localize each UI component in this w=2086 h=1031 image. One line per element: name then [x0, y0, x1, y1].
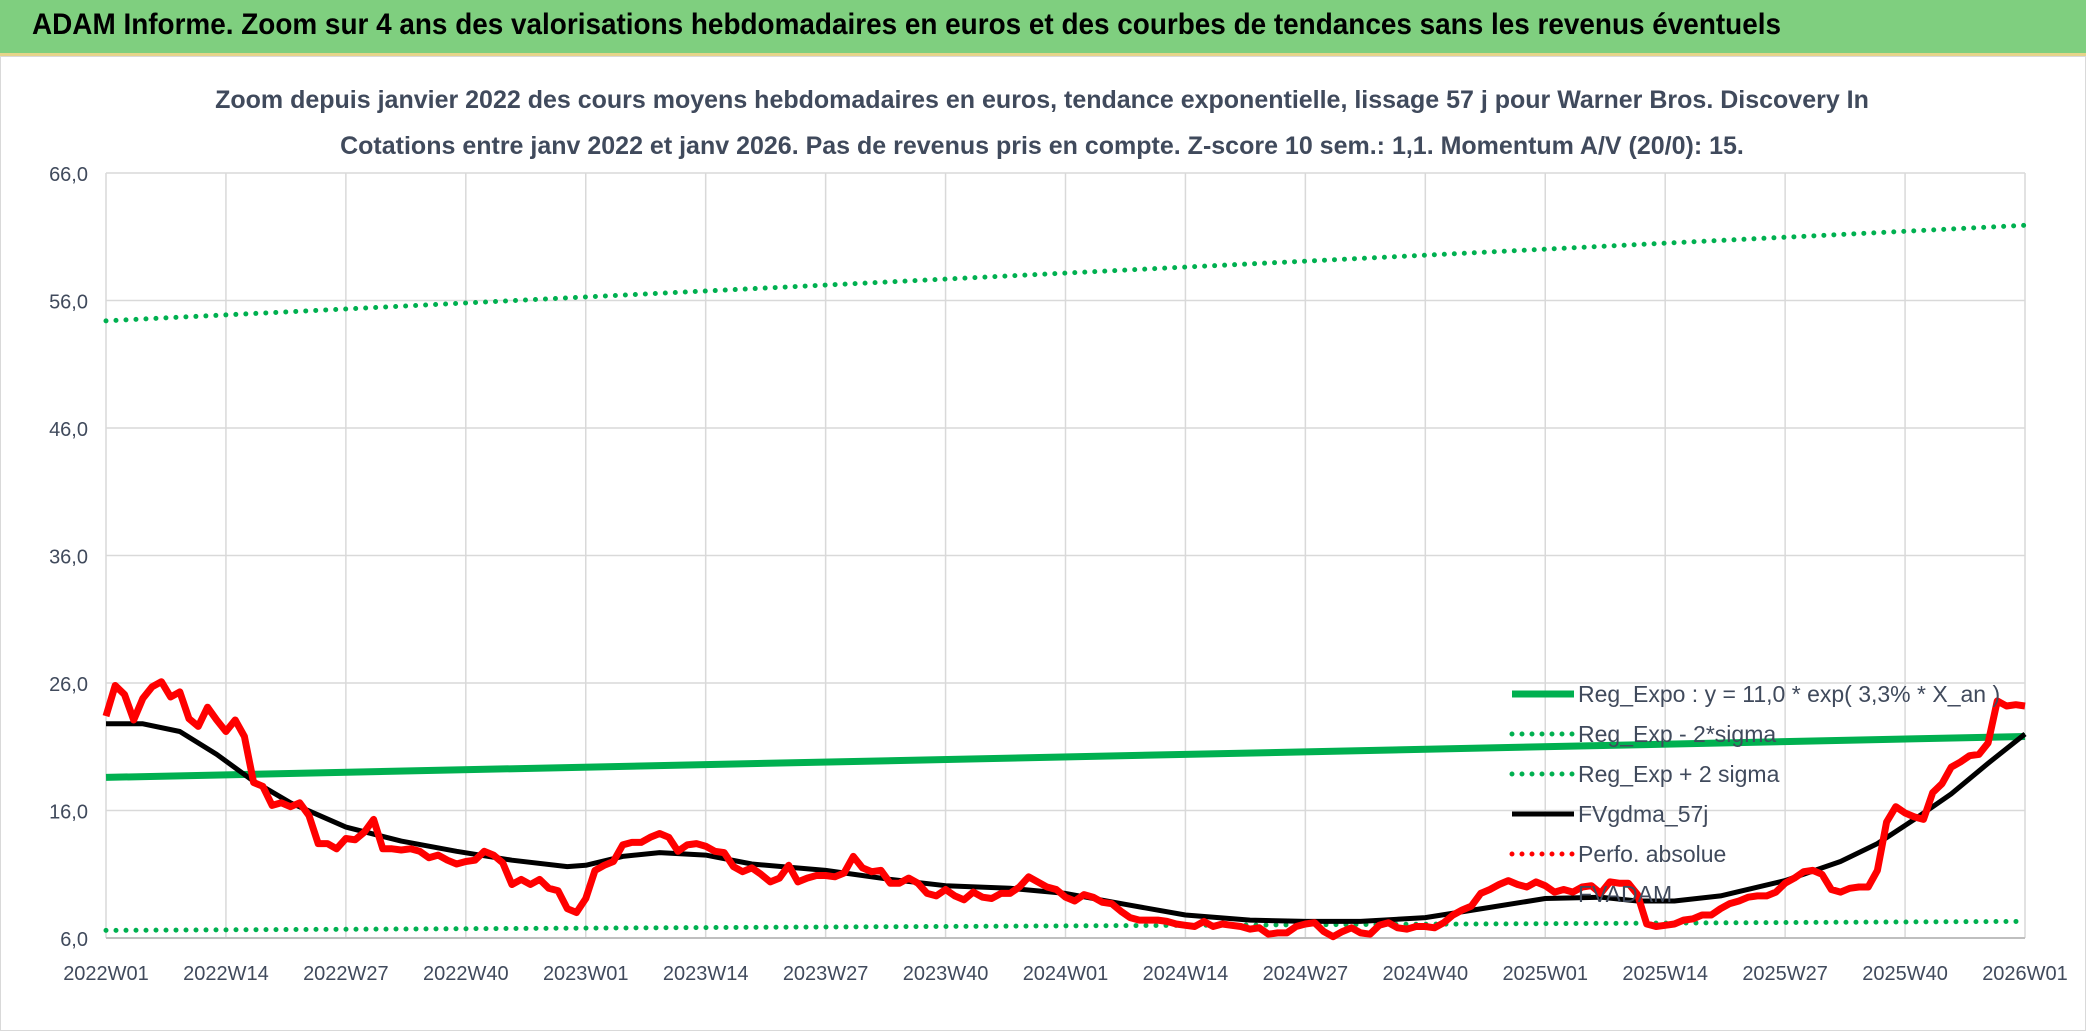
- x-tick-label: 2023W27: [783, 963, 869, 985]
- x-tick-label: 2025W27: [1742, 963, 1828, 985]
- x-tick-label: 2024W14: [1143, 963, 1229, 985]
- x-tick-label: 2022W14: [183, 963, 269, 985]
- series-perfo-absolue: [102, 678, 2026, 941]
- legend-label: Reg_Exp - 2*sigma: [1578, 721, 1776, 747]
- legend-label: FVgdma_57j: [1578, 801, 1708, 827]
- series-reg-expo: [105, 733, 2026, 781]
- legend-label: Reg_Expo : y = 11,0 * exp( 3,3% * X_an ): [1578, 681, 2000, 707]
- y-axis-ticks: 66,0 56,0 46,0 36,0 26,0 16,0 6,0: [49, 164, 88, 951]
- chart-title-line-2: Cotations entre janv 2022 et janv 2026. …: [340, 132, 1744, 160]
- x-tick-label: 2022W27: [303, 963, 389, 985]
- y-tick-label: 56,0: [49, 292, 88, 314]
- x-tick-label: 2024W01: [1023, 963, 1109, 985]
- banner: ADAM Informe. Zoom sur 4 ans des valoris…: [0, 0, 2086, 56]
- series-layer: [102, 222, 2028, 941]
- chart-title-line-1: Zoom depuis janvier 2022 des cours moyen…: [215, 86, 1869, 114]
- y-tick-label: 26,0: [49, 674, 88, 696]
- series-reg-exp-2-sigma: [103, 918, 2028, 933]
- x-tick-label: 2023W01: [543, 963, 629, 985]
- series-fvgdma-57j: [106, 721, 2027, 924]
- legend-label: FVADAM: [1578, 881, 1672, 907]
- y-tick-label: 16,0: [49, 802, 88, 824]
- x-tick-label: 2023W14: [663, 963, 749, 985]
- banner-title: ADAM Informe. Zoom sur 4 ans des valoris…: [32, 8, 1781, 41]
- x-tick-label: 2024W27: [1263, 963, 1349, 985]
- x-tick-label: 2025W01: [1502, 963, 1588, 985]
- legend-label: Reg_Exp + 2 sigma: [1578, 761, 1780, 787]
- x-tick-label: 2024W40: [1383, 963, 1469, 985]
- x-tick-label: 2022W01: [63, 963, 149, 985]
- y-tick-label: 66,0: [49, 164, 88, 186]
- y-tick-label: 46,0: [49, 419, 88, 441]
- x-tick-label: 2022W40: [423, 963, 509, 985]
- x-tick-label: 2025W14: [1622, 963, 1708, 985]
- x-tick-label: 2023W40: [903, 963, 989, 985]
- series-reg-exp-2-sigma: [103, 222, 2028, 324]
- x-axis-ticks: 2022W01 2022W14 2022W27 2022W40 2023W01 2023W…: [63, 963, 2068, 985]
- y-tick-label: 36,0: [49, 547, 88, 569]
- grid: [105, 172, 2026, 939]
- x-tick-label: 2026W01: [1982, 963, 2068, 985]
- y-tick-label: 6,0: [60, 929, 88, 951]
- legend-label: Perfo. absolue: [1578, 841, 1726, 867]
- x-tick-label: 2025W40: [1862, 963, 1948, 985]
- legend: Reg_Expo : y = 11,0 * exp( 3,3% * X_an )…: [1509, 681, 2000, 907]
